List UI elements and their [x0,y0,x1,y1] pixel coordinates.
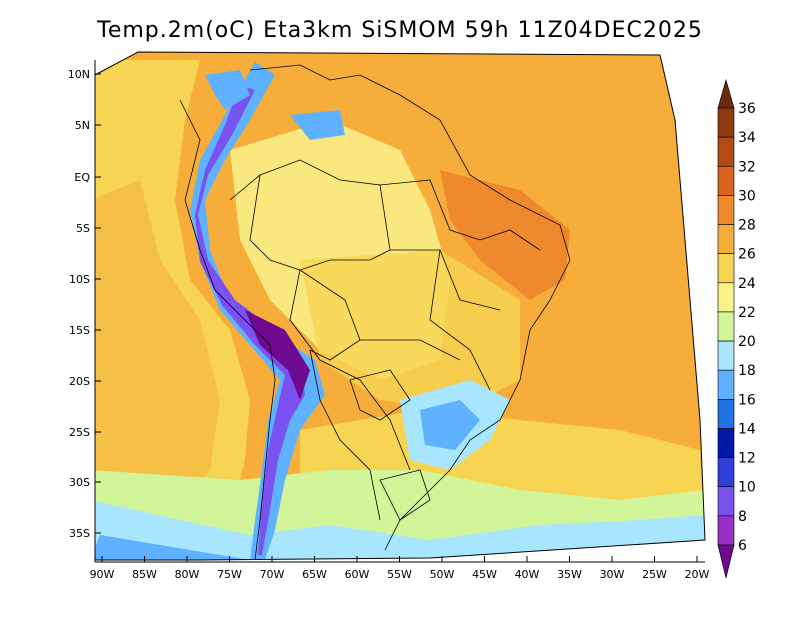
lon-label: 30W [600,568,625,581]
far-south-region [95,500,705,560]
andes-ridge [190,62,325,560]
lon-label: 25W [642,568,667,581]
lat-label: EQ [74,171,90,184]
colorbar-label: 10 [738,480,756,496]
lat-label: 30S [69,476,90,489]
lon-label: 50W [430,568,455,581]
colorbar-label: 16 [738,392,756,408]
colorbar-label: 18 [738,363,756,379]
colorbar-box [717,165,735,196]
lat-label: 10N [68,68,90,81]
colorbar-box [717,515,735,546]
lat-label: 15S [69,324,90,337]
colorbar-label: 22 [738,305,756,321]
border-paraguay [349,369,411,421]
lat-label: 25S [69,426,90,439]
lon-label: 85W [132,568,157,581]
lat-label: 5S [76,222,90,235]
lon-ticks: 90W 85W 80W 75W 70W 65W 60W 55W 50W 45W 40W 35W 30W 2… [90,556,710,581]
colorbar-box [717,136,735,167]
coastline [179,64,571,561]
colorbar: 36 34 32 30 28 26 24 22 20 18 16 14 12 10 8 6 [717,78,756,579]
central-region [300,250,520,410]
border-brazil-west [259,159,411,471]
lon-label: 45W [472,568,497,581]
colorbar-bottom-arrow [717,544,735,579]
north-atlantic-warm [350,70,670,220]
far-south-blue [95,535,250,560]
lon-label: 70W [260,568,285,581]
colorbar-box [717,428,735,458]
lon-label: 35W [557,568,582,581]
lat-label: 20S [69,375,90,388]
colorbar-label: 12 [738,451,756,467]
lon-label: 90W [90,568,115,581]
lon-label: 75W [217,568,242,581]
lon-label: 80W [175,568,200,581]
colorbar-box [717,282,735,313]
lon-label: 60W [345,568,370,581]
colorbar-label: 34 [738,130,756,146]
colorbar-label: 32 [738,159,756,175]
lat-label: 5N [75,119,90,132]
venezuela-cool [290,110,345,140]
lat-label: 35S [69,527,90,540]
ne-brazil-region [440,170,570,300]
colorbar-box [717,486,735,517]
colorbar-label: 20 [738,334,756,350]
borders [179,64,571,561]
colorbar-label: 14 [738,421,756,437]
colorbar-label: 36 [738,101,756,117]
border-uruguay [379,469,431,521]
map-title: Temp.2m(oC) Eta3km SiSMOM 59h 11Z04DEC20… [97,18,703,43]
colorbar-label: 28 [738,218,756,234]
se-brazil-cool [420,400,480,450]
colorbar-box [717,399,735,429]
lat-ticks: 10N 5N EQ 5S 10S 15S 20S 25S 30S 35S [68,68,101,540]
lon-label: 65W [302,568,327,581]
colorbar-label: 6 [738,538,747,554]
lat-label: 10S [69,273,90,286]
map-frame [94,51,706,561]
border-argentina [309,349,381,521]
colorbar-label: 30 [738,188,756,204]
lon-label: 20W [685,568,710,581]
colorbar-box [717,107,735,138]
colorbar-label: 8 [738,509,747,525]
colorbar-box [717,457,735,488]
border-peru [229,174,301,271]
colorbar-label: 26 [738,247,756,263]
colorbar-box [717,224,735,254]
colorbar-top-arrow [717,78,735,109]
andes-coldest [245,310,310,400]
lon-label: 55W [387,568,412,581]
colorbar-box [717,311,735,342]
temperature-field [95,52,705,560]
colorbar-box [717,253,735,284]
lon-label: 40W [515,568,540,581]
colorbar-box [717,369,735,400]
border-states [360,179,541,391]
colorbar-box [717,340,735,371]
pacific-cool-inner [95,180,220,540]
colorbar-label: 24 [738,276,756,292]
colorbar-box [717,195,735,225]
andes-north-branch [205,70,250,110]
